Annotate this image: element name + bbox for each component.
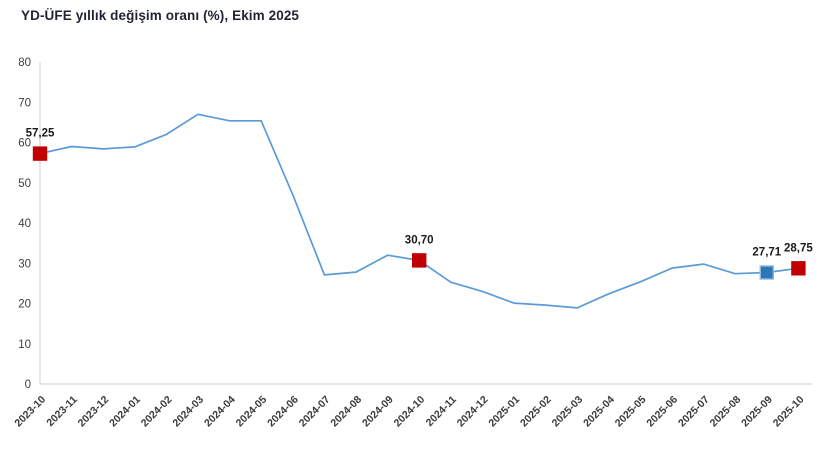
x-tick-label: 2023-10 — [12, 394, 48, 430]
data-point-marker-blue — [759, 265, 774, 280]
x-tick-label: 2025-01 — [486, 394, 522, 430]
y-tick-label: 80 — [18, 57, 31, 69]
x-tick-label: 2024-08 — [328, 394, 364, 430]
data-point-marker-red — [32, 146, 48, 161]
x-tick-label: 2024-03 — [170, 394, 206, 430]
x-tick-label: 2024-01 — [107, 394, 143, 430]
x-tick-label: 2024-07 — [297, 394, 333, 430]
x-tick-labels: 2023-102023-112023-122024-012024-022024-… — [12, 394, 806, 430]
data-point-label: 28,75 — [784, 242, 813, 254]
x-tick-label: 2025-02 — [518, 394, 554, 430]
x-tick-label: 2024-02 — [139, 394, 175, 430]
y-tick-label: 60 — [18, 138, 31, 150]
x-tick-label: 2024-04 — [202, 394, 238, 430]
x-tick-label: 2025-10 — [771, 394, 807, 430]
x-tick-label: 2025-09 — [739, 394, 775, 430]
data-point-marker-red — [412, 253, 427, 268]
series-polyline — [39, 113, 800, 309]
y-tick-label: 0 — [25, 379, 31, 391]
x-tick-label: 2024-11 — [424, 394, 459, 429]
x-tick-label: 2025-08 — [708, 394, 744, 430]
x-tick-label: 2023-12 — [76, 394, 112, 430]
x-tick-label: 2025-05 — [613, 394, 649, 430]
x-tick-label: 2024-06 — [265, 394, 301, 430]
chart-title: YD-ÜFE yıllık değişim oranı (%), Ekim 20… — [21, 8, 300, 23]
data-point-label: 57,25 — [26, 128, 55, 140]
series-line — [39, 113, 800, 309]
data-point-label: 27,71 — [752, 247, 781, 259]
data-point-label: 30,70 — [405, 234, 434, 246]
highlight-markers: 57,25 30,70 27,71 28,75 — [26, 128, 813, 280]
x-tick-label: 2025-07 — [676, 394, 712, 430]
axes — [39, 62, 812, 385]
x-tick-label: 2025-03 — [550, 394, 586, 430]
x-tick-label: 2025-04 — [581, 394, 617, 430]
y-tick-label: 40 — [18, 218, 31, 230]
y-tick-label: 50 — [18, 178, 31, 190]
x-tick-label: 2024-12 — [455, 394, 491, 430]
y-tick-label: 10 — [18, 339, 31, 351]
x-tick-label: 2024-05 — [234, 394, 270, 430]
x-tick-label: 2025-06 — [644, 394, 680, 430]
x-tick-label: 2024-10 — [392, 394, 428, 430]
y-tick-label: 30 — [18, 258, 31, 270]
y-tick-label: 70 — [18, 97, 31, 109]
x-tick-label: 2024-09 — [360, 394, 396, 430]
y-tick-labels: 0 10 20 30 40 50 60 70 80 — [18, 57, 31, 391]
x-tick-label: 2023-11 — [44, 394, 79, 429]
data-point-marker-red — [791, 261, 806, 276]
y-tick-label: 20 — [18, 299, 31, 311]
